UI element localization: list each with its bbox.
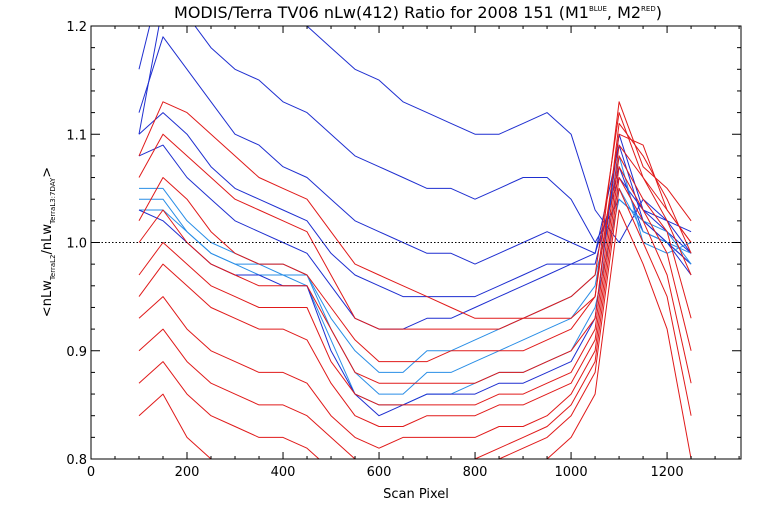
x-tick-label: 1000	[555, 465, 588, 480]
series-line-m2-18	[138, 209, 692, 459]
title-sup-red: RED	[641, 5, 656, 13]
y-tick-label: 1.2	[66, 20, 87, 35]
x-tick-label: 400	[271, 465, 296, 480]
series-line-m2-15	[138, 166, 692, 449]
x-tick-label: 200	[175, 465, 200, 480]
y-tick-label: 0.9	[66, 345, 87, 360]
ylabel-part2: /nLw	[40, 224, 55, 255]
series-line-m2-10	[138, 101, 692, 330]
y-tick-label: 0.8	[66, 453, 87, 468]
title-mid: , M2	[607, 3, 641, 22]
ylabel-sub2: TerraL3:7DAY	[49, 177, 57, 225]
ylabel-part1: <nLw	[40, 280, 55, 317]
series-layer	[138, 26, 692, 459]
x-tick-label: 800	[463, 465, 488, 480]
series-line-m1-4	[138, 144, 692, 330]
x-axis: 0 200 400 600 800 1000 1200	[87, 26, 740, 480]
y-axis: 0.8 0.9 1.0 1.1 1.2	[66, 20, 741, 468]
title-end: )	[656, 3, 662, 22]
series-line-m2-11	[138, 133, 692, 363]
series-line-m2-13	[138, 144, 692, 406]
y-axis-label: <nLwTerraL2/nLwTerraL3:7DAY>	[40, 167, 57, 317]
series-line-m2-17	[138, 187, 692, 459]
series-line-m2-12	[138, 122, 692, 384]
title-sup-blue: BLUE	[589, 5, 607, 13]
title-main: MODIS/Terra TV06 nLw(412) Ratio for 2008…	[174, 3, 589, 22]
series-line-m1-2	[138, 36, 692, 265]
x-tick-label: 1200	[651, 465, 684, 480]
x-tick-label: 0	[87, 465, 95, 480]
y-tick-label: 1.1	[66, 128, 87, 143]
ylabel-part3: >	[40, 167, 55, 178]
series-line-m2-14	[138, 155, 692, 427]
x-axis-label: Scan Pixel	[383, 487, 449, 502]
series-line-m2-16	[138, 177, 692, 459]
chart-title: MODIS/Terra TV06 nLw(412) Ratio for 2008…	[174, 3, 662, 22]
y-tick-label: 1.0	[66, 237, 87, 252]
ylabel-sub1: TerraL2	[49, 255, 57, 282]
series-line-m2-9	[138, 101, 692, 319]
series-line-m1-0	[138, 26, 692, 254]
x-tick-label: 600	[367, 465, 392, 480]
